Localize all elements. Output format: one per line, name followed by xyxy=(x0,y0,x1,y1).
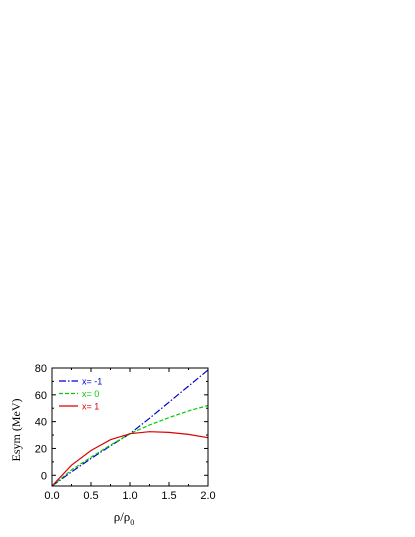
series-line-3 xyxy=(51,431,209,487)
axes: 0.0 0.5 1.0 1.5 2.0 0 20 40 60 80 xyxy=(35,363,216,502)
y-axis-label: Esym (MeV) xyxy=(9,399,23,462)
x-tick-label: 0.0 xyxy=(44,490,59,502)
x-tick-label: 1.5 xyxy=(161,490,176,502)
x-tick-label: 2.0 xyxy=(200,490,215,502)
legend-label-2: x= 0 xyxy=(82,389,99,399)
series-line-1 xyxy=(51,369,209,487)
legend: x= -1 x= 0 x= 1 xyxy=(59,377,102,412)
x-axis-label-subscript: 0 xyxy=(130,518,134,527)
x-axis-label: ρ/ρ0 xyxy=(114,509,135,527)
plot-frame xyxy=(51,367,209,487)
legend-label-1: x= -1 xyxy=(82,377,102,387)
x-axis-label-main: ρ/ρ xyxy=(114,509,131,524)
x-tick-label: 0.5 xyxy=(83,490,98,502)
series-line-2 xyxy=(51,404,209,487)
legend-label-3: x= 1 xyxy=(82,402,99,412)
plot-area xyxy=(51,369,209,487)
y-tick-label: 60 xyxy=(35,390,47,402)
y-tick-label: 20 xyxy=(35,443,47,455)
y-tick-label: 40 xyxy=(35,417,47,429)
y-tick-label: 0 xyxy=(41,470,47,482)
y-tick-label: 80 xyxy=(35,363,47,375)
x-tick-label: 1.0 xyxy=(122,490,137,502)
